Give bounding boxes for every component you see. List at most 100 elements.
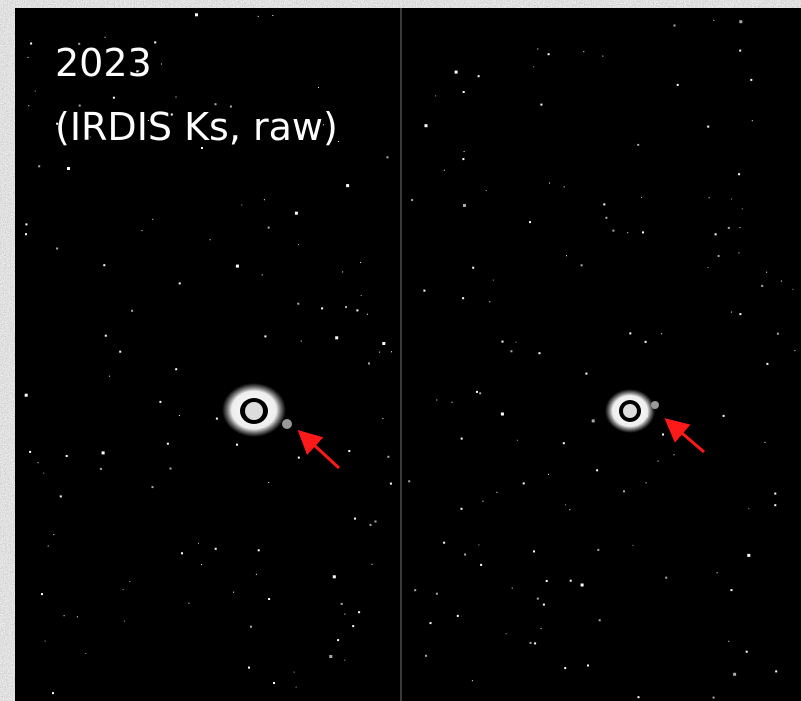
star-dot xyxy=(510,350,513,353)
star-dot xyxy=(451,401,453,403)
star-dot xyxy=(272,15,274,16)
star-dot xyxy=(722,414,725,417)
star-dot xyxy=(152,218,154,220)
star-dot xyxy=(119,350,122,353)
star-dot xyxy=(751,120,753,122)
star-dot xyxy=(534,642,537,645)
star-dot xyxy=(739,227,741,229)
star-dot xyxy=(482,500,484,502)
star-dot xyxy=(632,544,634,546)
star-dot xyxy=(537,48,539,50)
star-dot xyxy=(529,221,531,224)
star-dot xyxy=(739,313,742,316)
star-dot xyxy=(360,261,362,263)
star-dot xyxy=(585,372,588,375)
caption-instrument: (IRDIS Ks, raw) xyxy=(55,105,338,149)
star-dot xyxy=(712,696,715,699)
star-dot xyxy=(391,351,392,353)
star-dot xyxy=(644,340,647,343)
star-dot xyxy=(257,15,259,17)
star-dot xyxy=(623,490,625,493)
star-dot xyxy=(580,264,583,267)
star-dot xyxy=(169,467,172,470)
star-dot xyxy=(273,682,275,684)
star-dot xyxy=(122,589,124,591)
star-dot xyxy=(136,70,139,73)
star-dot xyxy=(645,482,647,484)
star-dot xyxy=(318,86,319,88)
star-dot xyxy=(298,244,299,246)
star-dot xyxy=(435,592,438,595)
star-dot xyxy=(424,124,428,128)
star-dot xyxy=(462,158,465,161)
star-dot xyxy=(181,552,183,555)
star-dot xyxy=(764,441,766,443)
star-dot xyxy=(268,598,271,600)
star-dot xyxy=(188,602,190,604)
core xyxy=(623,404,637,418)
star-dot xyxy=(731,198,732,200)
star-dot xyxy=(374,520,377,523)
star-dot xyxy=(774,504,777,507)
star-dot xyxy=(707,125,710,128)
star-dot xyxy=(248,666,250,669)
star-dot xyxy=(387,455,390,458)
star-dot xyxy=(460,437,463,440)
companion xyxy=(282,419,292,429)
star-dot xyxy=(730,311,732,313)
star-dot xyxy=(198,542,199,544)
star-dot xyxy=(159,400,162,403)
star-dot xyxy=(166,442,169,445)
star-dot xyxy=(53,534,55,536)
star-dot xyxy=(229,105,232,108)
star-dot xyxy=(322,124,324,126)
star-dot xyxy=(335,336,339,340)
star-dot xyxy=(564,667,567,670)
star-dot xyxy=(236,443,238,446)
star-dot xyxy=(112,96,115,99)
star-dot xyxy=(379,351,381,353)
star-dot xyxy=(297,456,300,459)
star-dot xyxy=(214,547,217,550)
star-dot xyxy=(65,455,68,457)
star-dot xyxy=(657,460,659,462)
star-dot xyxy=(741,208,743,210)
star-dot xyxy=(472,266,475,269)
star-dot xyxy=(25,223,28,226)
star-dot xyxy=(321,307,324,310)
star-dot xyxy=(775,670,778,673)
star-dot xyxy=(462,297,465,300)
star-dot xyxy=(738,252,740,254)
star-dot xyxy=(794,350,796,352)
star-dot xyxy=(340,602,343,605)
star-dot xyxy=(358,611,361,614)
star-dot xyxy=(443,541,446,544)
star-dot xyxy=(637,143,640,146)
star-dot xyxy=(368,362,370,365)
star-dot xyxy=(463,204,466,207)
star-dot xyxy=(603,203,606,206)
star-dot xyxy=(549,182,550,184)
star-dot xyxy=(548,473,549,475)
star-dot xyxy=(297,302,300,305)
star-dot xyxy=(533,550,535,553)
star-dot xyxy=(596,469,599,472)
star-dot xyxy=(479,392,482,395)
star-dot xyxy=(47,545,49,547)
star-dot xyxy=(214,103,217,106)
star-dot xyxy=(505,633,507,635)
star-dot xyxy=(501,340,504,343)
star-dot xyxy=(627,232,629,234)
star-dot xyxy=(529,641,532,644)
star-dot xyxy=(124,620,125,622)
star-dot xyxy=(264,335,267,338)
arrow xyxy=(664,418,705,454)
star-dot xyxy=(360,295,362,296)
star-dot xyxy=(161,63,162,65)
star-dot xyxy=(25,233,27,236)
star-dot xyxy=(485,190,487,191)
star-dot xyxy=(708,197,710,199)
star-dot xyxy=(344,613,346,615)
star-dot xyxy=(300,340,302,342)
star-dot xyxy=(780,280,782,282)
